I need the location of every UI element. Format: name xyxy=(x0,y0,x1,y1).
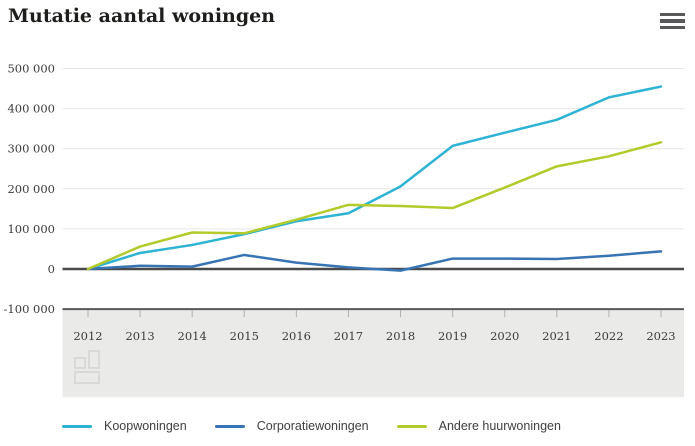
cbs-logo-b xyxy=(88,350,100,369)
y-tick-label: 0 xyxy=(48,262,55,276)
legend-swatch-icon xyxy=(214,424,245,428)
cbs-logo xyxy=(74,350,102,386)
cbs-logo-s xyxy=(74,371,100,384)
x-tick-label: 2013 xyxy=(125,329,154,343)
x-tick-label: 2020 xyxy=(490,329,519,343)
x-tick-label: 2022 xyxy=(594,329,623,343)
y-tick-label: 200 000 xyxy=(7,182,55,196)
hamburger-icon xyxy=(660,25,685,29)
y-tick-label: 500 000 xyxy=(7,62,55,76)
hamburger-icon xyxy=(660,19,685,23)
legend-label: Koopwoningen xyxy=(104,419,187,433)
x-tick-label: 2016 xyxy=(282,329,311,343)
y-tick-label: 300 000 xyxy=(7,142,55,156)
legend-label: Corporatiewoningen xyxy=(256,419,369,433)
chart-title: Mutatie aantal woningen xyxy=(8,5,276,27)
chart-menu-button[interactable] xyxy=(660,13,685,29)
series-line-corporatiewoningen xyxy=(86,250,663,272)
y-tick-label: 100 000 xyxy=(7,222,55,236)
legend-swatch-icon xyxy=(396,424,427,428)
x-tick-label: 2017 xyxy=(334,329,363,343)
legend-item-corporatiewoningen[interactable]: Corporatiewoningen xyxy=(214,419,369,433)
series-line-andere-huurwoningen xyxy=(86,141,663,271)
y-tick-label: -100 000 xyxy=(4,302,55,316)
x-tick-label: 2012 xyxy=(73,329,102,343)
x-tick-label: 2014 xyxy=(178,329,207,343)
legend-item-koopwoningen[interactable]: Koopwoningen xyxy=(62,419,187,433)
y-axis-labels: -100 000 0 100 000 200 000 300 000 400 000 500… xyxy=(4,62,55,317)
x-tick-label: 2021 xyxy=(542,329,571,343)
x-tick-label: 2018 xyxy=(386,329,415,343)
x-axis-band xyxy=(62,310,684,398)
hamburger-icon xyxy=(660,13,685,17)
x-tick-label: 2015 xyxy=(230,329,259,343)
y-tick-label: 400 000 xyxy=(7,102,55,116)
series-line-koopwoningen xyxy=(86,85,663,271)
legend-label: Andere huurwoningen xyxy=(438,419,561,433)
x-axis-labels: 2012 2013 2014 2015 2016 2017 2018 2019 2020 2021… xyxy=(73,310,676,343)
x-tick-label: 2019 xyxy=(438,329,467,343)
gridlines xyxy=(62,68,684,311)
legend-swatch-icon xyxy=(62,424,92,428)
legend-item-andere-huurwoningen[interactable]: Andere huurwoningen xyxy=(396,419,561,433)
chart-legend: Koopwoningen Corporatiewoningen Andere h… xyxy=(62,419,561,433)
cbs-logo-c xyxy=(74,357,86,369)
x-tick-label: 2023 xyxy=(646,329,675,343)
chart-svg: -100 000 0 100 000 200 000 300 000 400 000 500… xyxy=(4,62,684,398)
